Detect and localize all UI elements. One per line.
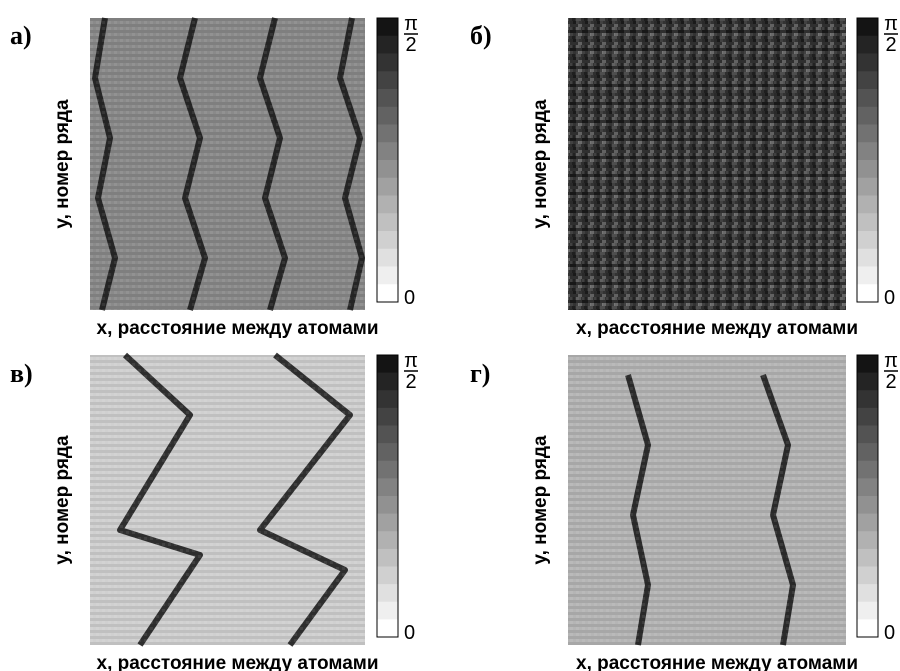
colorbar-step	[377, 584, 398, 602]
colorbar-step	[857, 54, 878, 72]
colorbar-step	[377, 443, 398, 461]
colorbar-step	[377, 284, 398, 302]
colorbar-step	[377, 355, 398, 373]
colorbar-step	[377, 514, 398, 532]
colorbar-step	[857, 142, 878, 160]
colorbar-step	[377, 71, 398, 89]
colorbar-step	[377, 213, 398, 231]
colorbar-step	[857, 267, 878, 285]
colorbar-step	[377, 54, 398, 72]
panel-label: в)	[10, 359, 33, 388]
colorbar-step	[857, 196, 878, 214]
colorbar-bottom: 0	[404, 287, 415, 309]
colorbar-step	[857, 531, 878, 549]
colorbar-step	[377, 231, 398, 249]
colorbar-step	[857, 461, 878, 479]
colorbar-step	[857, 549, 878, 567]
colorbar-step	[857, 602, 878, 620]
x-axis-label: x, расстояние между атомами	[576, 653, 858, 671]
panel-label: б)	[470, 21, 492, 50]
colorbar-step	[377, 36, 398, 54]
colorbar-step	[857, 426, 878, 444]
y-axis-label: y, номер ряда	[530, 435, 551, 565]
colorbar-step	[377, 619, 398, 637]
heatmap-texture	[568, 355, 846, 645]
colorbar-step	[377, 196, 398, 214]
colorbar-step	[857, 249, 878, 267]
colorbar-step	[857, 107, 878, 125]
colorbar-step	[377, 107, 398, 125]
colorbar-step	[377, 160, 398, 178]
colorbar-step	[857, 496, 878, 514]
colorbar-step	[377, 142, 398, 160]
colorbar-step	[857, 36, 878, 54]
colorbar-top-numerator: π	[404, 13, 418, 35]
colorbar-step	[857, 373, 878, 391]
y-axis-label: y, номер ряда	[52, 435, 73, 565]
colorbar-step	[857, 390, 878, 408]
colorbar-top-denominator: 2	[885, 371, 896, 393]
colorbar-step	[857, 584, 878, 602]
colorbar-step	[857, 567, 878, 585]
colorbar-step	[857, 514, 878, 532]
colorbar-top-denominator: 2	[405, 34, 416, 56]
colorbar-step	[857, 213, 878, 231]
y-axis-label: y, номер ряда	[52, 99, 73, 229]
colorbar-step	[857, 408, 878, 426]
heatmap-texture	[90, 355, 365, 645]
colorbar-step	[377, 125, 398, 143]
colorbar-step	[857, 160, 878, 178]
colorbar-step	[377, 461, 398, 479]
colorbar-step	[857, 619, 878, 637]
colorbar-bottom: 0	[884, 287, 895, 309]
colorbar-step	[857, 284, 878, 302]
colorbar-step	[377, 89, 398, 107]
colorbar-step	[377, 18, 398, 36]
colorbar-step	[857, 178, 878, 196]
colorbar-bottom: 0	[404, 622, 415, 644]
panel-label: а)	[10, 21, 32, 50]
colorbar-step	[377, 496, 398, 514]
colorbar-top-denominator: 2	[885, 34, 896, 56]
panel-label: г)	[470, 359, 490, 388]
heatmap-texture	[568, 18, 846, 310]
x-axis-label: x, расстояние между атомами	[576, 318, 858, 339]
colorbar-step	[857, 125, 878, 143]
colorbar-step	[377, 426, 398, 444]
colorbar-step	[377, 478, 398, 496]
figure: а) y, номер ряда x, расстояние между атома…	[0, 0, 900, 671]
colorbar-step	[857, 355, 878, 373]
colorbar-step	[377, 390, 398, 408]
colorbar-step	[377, 531, 398, 549]
colorbar-step	[377, 602, 398, 620]
colorbar-step	[377, 549, 398, 567]
colorbar-step	[857, 89, 878, 107]
y-axis-label: y, номер ряда	[530, 99, 551, 229]
colorbar-step	[857, 443, 878, 461]
colorbar-step	[857, 231, 878, 249]
colorbar-step	[857, 18, 878, 36]
colorbar-step	[857, 71, 878, 89]
x-axis-label: x, расстояние между атомами	[97, 653, 379, 671]
colorbar-step	[377, 408, 398, 426]
heatmap-texture	[90, 18, 365, 310]
colorbar-top-numerator: π	[404, 350, 418, 372]
colorbar-step	[377, 249, 398, 267]
x-axis-label: x, расстояние между атомами	[97, 318, 379, 339]
colorbar-step	[377, 567, 398, 585]
colorbar-step	[857, 478, 878, 496]
colorbar-step	[377, 178, 398, 196]
colorbar-top-numerator: π	[884, 13, 898, 35]
colorbar-step	[377, 373, 398, 391]
colorbar-bottom: 0	[884, 622, 895, 644]
colorbar-top-numerator: π	[884, 350, 898, 372]
colorbar-step	[377, 267, 398, 285]
colorbar-top-denominator: 2	[405, 371, 416, 393]
